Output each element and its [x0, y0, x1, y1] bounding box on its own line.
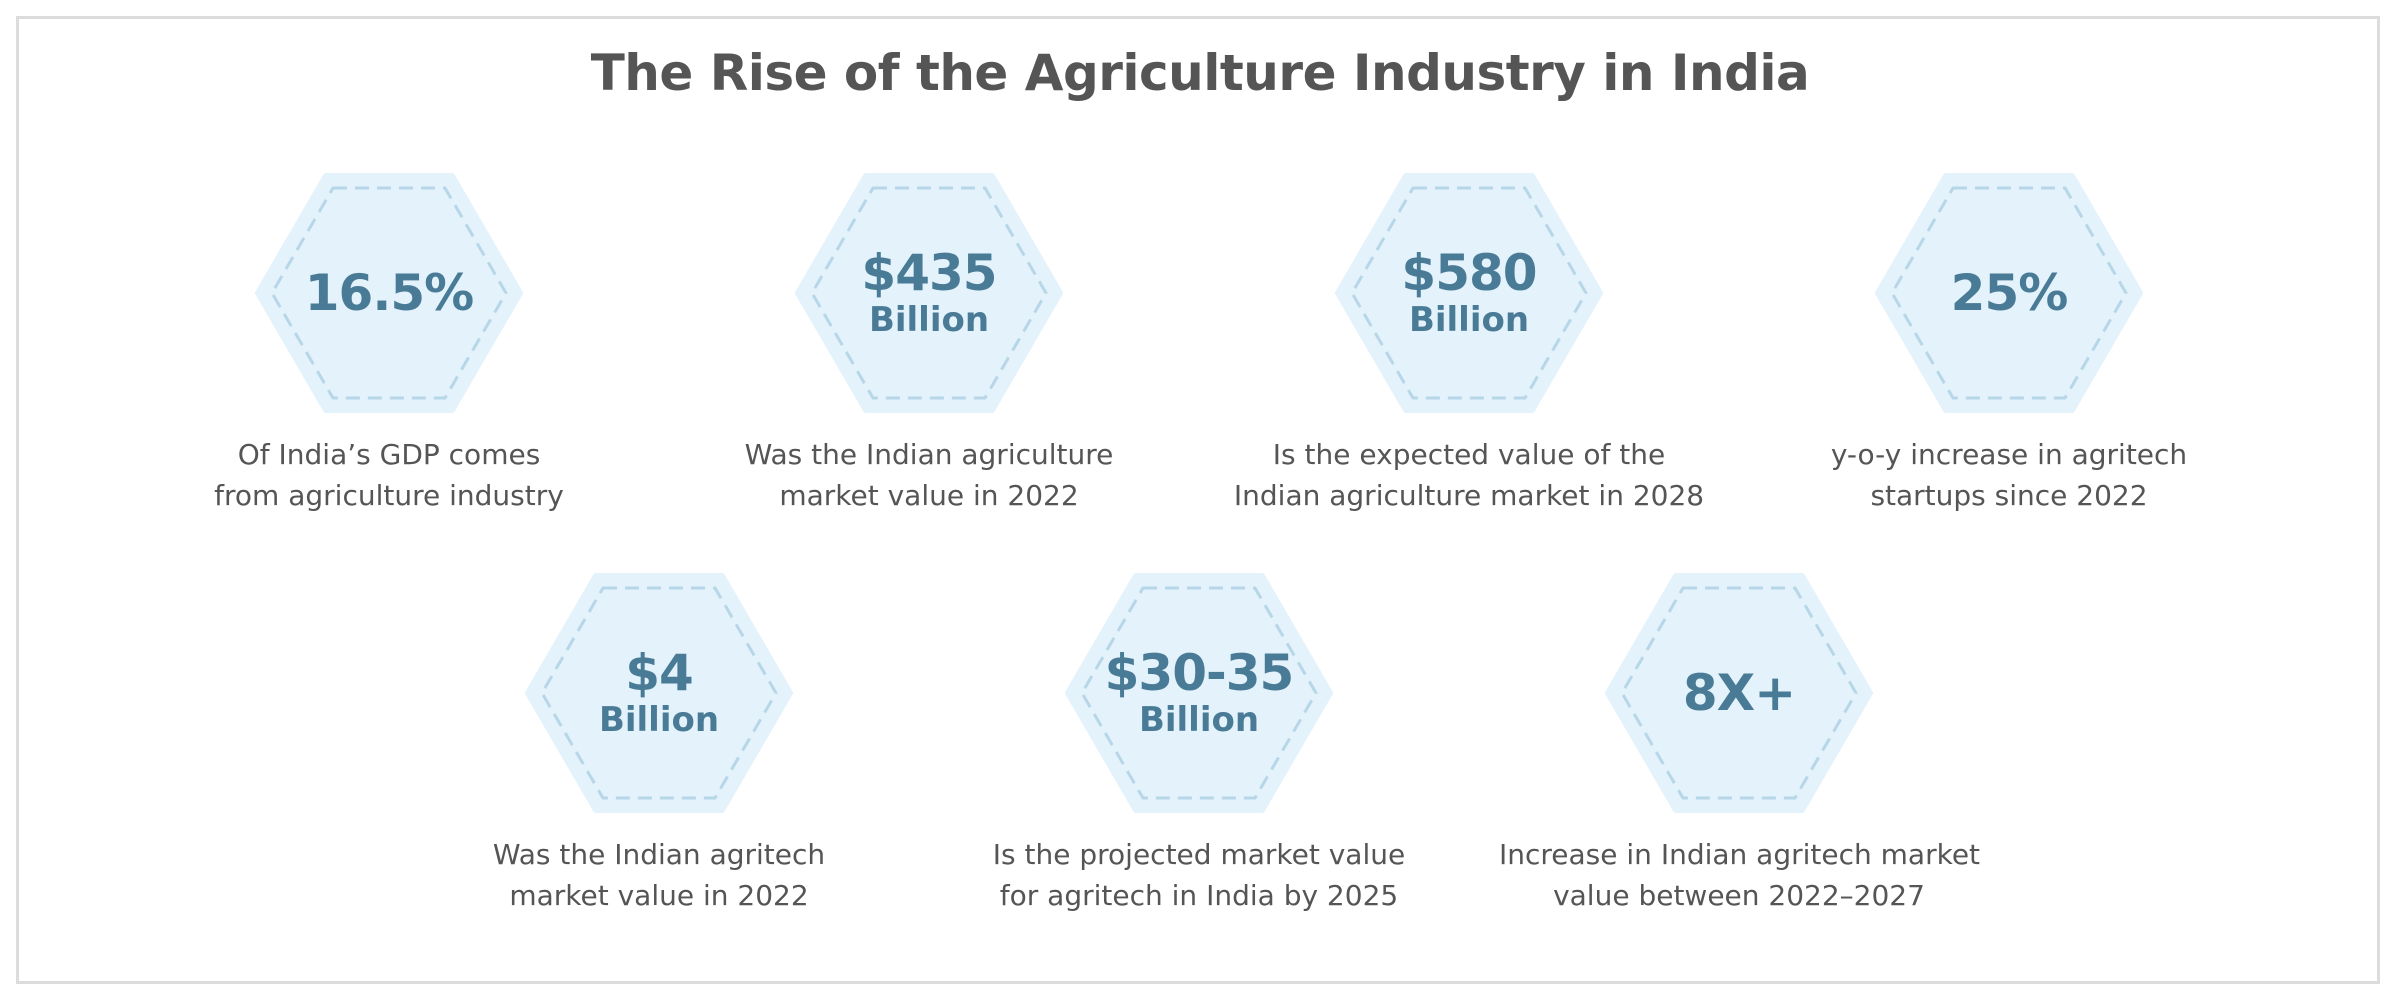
hexagon-shape: [1875, 173, 2143, 413]
caption-line: market value in 2022: [779, 479, 1079, 512]
hexagon-badge: $435 Billion: [794, 172, 1064, 414]
caption-line: for agritech in India by 2025: [999, 879, 1399, 912]
page-title: The Rise of the Agriculture Industry in …: [590, 44, 1810, 102]
caption-line: market value in 2022: [509, 879, 809, 912]
stat-agritech-market-2022: $4 Billion Was the Indian agritech marke…: [419, 572, 899, 916]
stat-unit: Billion: [1408, 300, 1530, 340]
stat-agri-market-2022: $435 Billion Was the Indian agriculture …: [689, 172, 1169, 516]
hexagon-badge: $30-35 Billion: [1064, 572, 1334, 814]
stat-value: $30-35: [1104, 644, 1295, 702]
caption-line: startups since 2022: [1870, 479, 2148, 512]
hexagon-badge: 16.5%: [254, 172, 524, 414]
stat-startup-growth: 25% y-o-y increase in agritech startups …: [1769, 172, 2249, 516]
stat-value: $435: [861, 244, 997, 302]
caption-line: from agriculture industry: [214, 479, 564, 512]
caption-line: Of India’s GDP comes: [237, 438, 541, 471]
stat-caption: y-o-y increase in agritech startups sinc…: [1769, 434, 2249, 516]
stat-value: 16.5%: [304, 264, 474, 322]
stat-agritech-market-2025: $30-35 Billion Is the projected market v…: [959, 572, 1439, 916]
caption-line: Is the expected value of the: [1272, 438, 1666, 471]
hexagon-shape: [1065, 573, 1333, 813]
stat-unit: Billion: [598, 700, 720, 740]
stat-value: $4: [625, 644, 694, 702]
stat-value: 8X+: [1682, 664, 1796, 722]
stat-agri-market-2028: $580 Billion Is the expected value of th…: [1229, 172, 1709, 516]
stat-caption: Was the Indian agritech market value in …: [419, 834, 899, 916]
caption-line: Was the Indian agriculture: [744, 438, 1114, 471]
hexagon-badge: 8X+: [1604, 572, 1874, 814]
hexagon-badge: 25%: [1874, 172, 2144, 414]
stat-value: 25%: [1950, 264, 2069, 322]
stat-unit: Billion: [868, 300, 990, 340]
hexagon-shape: [525, 573, 793, 813]
stat-gdp-share: 16.5% Of India’s GDP comes from agricult…: [149, 172, 629, 516]
stat-caption: Was the Indian agriculture market value …: [689, 434, 1169, 516]
hexagon-shape: [255, 173, 523, 413]
stat-value: $580: [1401, 244, 1537, 302]
hexagon-shape: [795, 173, 1063, 413]
caption-line: Is the projected market value: [992, 838, 1406, 871]
stat-caption: Of India’s GDP comes from agriculture in…: [149, 434, 629, 516]
stat-caption: Is the projected market value for agrite…: [959, 834, 1439, 916]
stat-unit: Billion: [1138, 700, 1260, 740]
hexagon-shape: [1335, 173, 1603, 413]
caption-line: Was the Indian agritech: [492, 838, 826, 871]
hexagon-badge: $4 Billion: [524, 572, 794, 814]
stat-agritech-growth: 8X+ Increase in Indian agritech market v…: [1499, 572, 1981, 916]
caption-line: y-o-y increase in agritech: [1830, 438, 2188, 471]
hexagon-shape: [1605, 573, 1873, 813]
hexagon-badge: $580 Billion: [1334, 172, 1604, 414]
caption-line: Indian agriculture market in 2028: [1233, 479, 1705, 512]
stat-caption: Increase in Indian agritech market value…: [1499, 834, 1981, 916]
caption-line: value between 2022–2027: [1553, 879, 1925, 912]
caption-line: Increase in Indian agritech market: [1499, 838, 1981, 871]
stat-caption: Is the expected value of the Indian agri…: [1229, 434, 1709, 516]
